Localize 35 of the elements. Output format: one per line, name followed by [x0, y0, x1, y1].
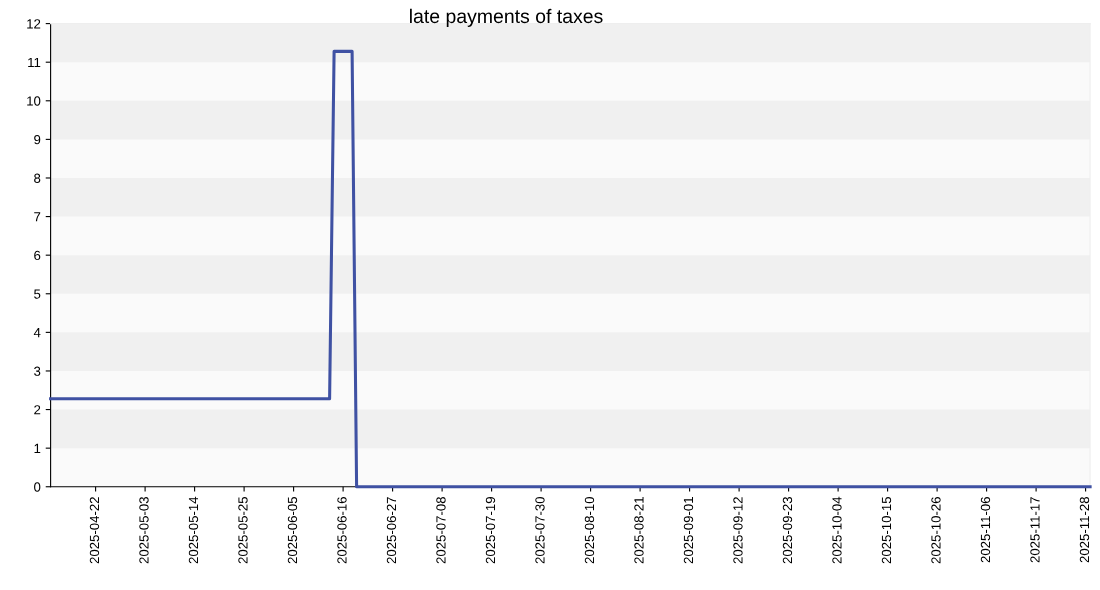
x-tick-label: 2025-11-17 — [1030, 497, 1040, 563]
x-tick-label: 2025-11-28 — [1079, 497, 1090, 563]
y-tick-label: 10 — [27, 96, 41, 106]
x-tick-label: 2025-08-21 — [634, 497, 644, 564]
x-tick-label: 2025-06-27 — [386, 497, 397, 564]
y-tick-label: 6 — [34, 250, 41, 261]
x-tick-label: 2025-04-22 — [89, 497, 100, 564]
chart-title: late payments of taxes — [410, 8, 603, 27]
x-tick-label: 2025-05-03 — [139, 497, 149, 564]
x-tick-label: 2025-10-15 — [881, 497, 892, 564]
y-tick-label: 5 — [34, 289, 41, 299]
x-tick-label: 2025-10-04 — [832, 496, 842, 564]
y-tick-label: 12 — [27, 19, 41, 29]
x-tick-label: 2025-09-12 — [733, 497, 743, 564]
y-tick-label: 0 — [34, 482, 41, 492]
y-tick-label: 4 — [33, 328, 41, 338]
y-tick-label: 11 — [28, 57, 41, 67]
x-tick-label: 2025-09-23 — [782, 497, 793, 564]
y-tick-label: 3 — [34, 366, 41, 376]
x-tick-label: 2025-09-01 — [683, 497, 694, 564]
x-tick-label: 2025-05-25 — [238, 497, 248, 564]
y-tick-label: 8 — [34, 173, 41, 183]
x-tick-label: 2025-07-19 — [485, 497, 496, 564]
y-tick-label: 9 — [34, 134, 41, 145]
x-tick-label: 2025-06-05 — [287, 497, 298, 564]
y-tick-label: 1 — [34, 443, 41, 453]
x-tick-label: 2025-07-08 — [436, 497, 446, 564]
x-tick-label: 2025-05-14 — [188, 496, 199, 564]
x-tick-label: 2025-07-30 — [535, 496, 545, 564]
y-tick-label: 2 — [34, 405, 41, 415]
x-tick-label: 2025-08-10 — [584, 496, 595, 564]
x-tick-label: 2025-11-06 — [980, 497, 991, 563]
x-tick-label: 2025-10-26 — [931, 497, 941, 564]
y-tick-label: 7 — [34, 212, 41, 222]
x-tick-label: 2025-06-16 — [337, 497, 347, 564]
